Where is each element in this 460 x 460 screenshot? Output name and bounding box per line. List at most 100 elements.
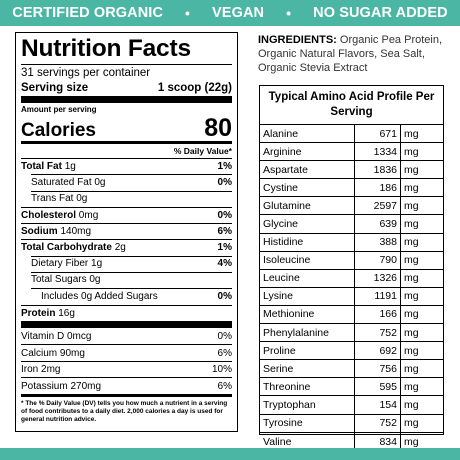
- amino-unit: mg: [404, 199, 419, 212]
- amino-row: Threonine 595 mg: [260, 378, 443, 397]
- nutrient-row-total-carbohydrate: Total Carbohydrate 2g 1%: [21, 239, 232, 255]
- amino-value: 1326: [355, 269, 401, 287]
- amino-row: Glutamine 2597 mg: [260, 197, 443, 216]
- amino-row: Proline 692 mg: [260, 342, 443, 361]
- servings-per-container: 31 servings per container: [21, 67, 151, 79]
- amino-name: Glutamine: [260, 197, 355, 215]
- nutrient-row-dietary-fiber: Dietary Fiber 1g 4%: [21, 255, 232, 272]
- amino-value: 186: [355, 179, 401, 197]
- nutrient-label: Total Carbohydrate: [21, 242, 112, 254]
- amino-unit: mg: [404, 398, 419, 411]
- amino-name: Tyrosine: [260, 414, 355, 432]
- amino-row: Lysine 1191 mg: [260, 287, 443, 306]
- amino-row: Glycine 639 mg: [260, 215, 443, 234]
- nutrient-amount: 0mg: [78, 209, 99, 221]
- claims-banner: CERTIFIED ORGANIC • VEGAN • NO SUGAR ADD…: [0, 0, 460, 26]
- nutrient-pct: 6%: [217, 226, 232, 238]
- nutrient-pct: 1%: [217, 160, 232, 172]
- vitamin-pct: 0%: [217, 330, 232, 342]
- amino-value: 692: [355, 342, 401, 360]
- amino-name: Threonine: [260, 378, 355, 396]
- amino-value: 790: [355, 251, 401, 269]
- amino-unit: mg: [404, 380, 419, 393]
- amino-value: 834: [355, 432, 401, 451]
- ingredients-block: INGREDIENTS: Organic Pea Protein, Organi…: [258, 33, 454, 75]
- amino-name: Isoleucine: [260, 251, 355, 269]
- ingredients-label: INGREDIENTS:: [258, 34, 337, 46]
- amino-value: 388: [355, 233, 401, 251]
- vitamin-label: Potassium 270mg: [21, 380, 102, 392]
- vitamin-row-iron: Iron 2mg 10%: [21, 360, 232, 378]
- amino-name: Histidine: [260, 233, 355, 251]
- amino-name: Aspartate: [260, 161, 355, 179]
- amino-row: Tyrosine 752 mg: [260, 414, 443, 433]
- serving-size-row: Serving size 1 scoop (22g): [21, 80, 232, 96]
- nutrient-amount: 1g: [64, 160, 76, 172]
- vitamin-label: Calcium 90mg: [21, 347, 85, 359]
- nutrient-label: Cholesterol: [21, 209, 77, 221]
- vitamin-label: Vitamin D 0mcg: [21, 330, 92, 342]
- amino-value: 639: [355, 215, 401, 233]
- amino-row: Leucine 1326 mg: [260, 269, 443, 288]
- amino-name: Tryptophan: [260, 396, 355, 414]
- amino-value: 752: [355, 324, 401, 342]
- amino-name: Lysine: [260, 287, 355, 305]
- nutrient-label: Dietary Fiber: [31, 258, 89, 270]
- amino-name: Methionine: [260, 305, 355, 324]
- amino-value: 1334: [355, 143, 401, 161]
- divider: [21, 64, 232, 65]
- amino-row: Aspartate 1836 mg: [260, 161, 443, 180]
- nutrition-facts-panel: Nutrition Facts 31 servings per containe…: [15, 32, 238, 432]
- nutrient-pct: 1%: [217, 242, 232, 254]
- amino-row: Serine 756 mg: [260, 360, 443, 379]
- amino-name: Arginine: [260, 143, 355, 161]
- amino-unit: mg: [404, 362, 419, 375]
- amino-unit: mg: [404, 290, 419, 303]
- nutrient-pct: 0%: [217, 176, 232, 188]
- amino-acid-table: Typical Amino Acid Profile Per Serving A…: [259, 85, 444, 451]
- amino-value: 154: [355, 396, 401, 414]
- amino-table-title: Typical Amino Acid Profile Per Serving: [260, 86, 443, 125]
- nutrient-amount: 16g: [58, 307, 75, 319]
- amino-value: 2597: [355, 197, 401, 215]
- claim-organic: CERTIFIED ORGANIC: [12, 5, 164, 21]
- amino-unit: mg: [404, 308, 419, 321]
- nutrient-pct: 0%: [217, 290, 232, 302]
- nutrient-label: Trans Fat: [31, 192, 74, 204]
- nutrient-label: Total Sugars: [31, 274, 87, 286]
- vitamin-pct: 10%: [211, 364, 232, 376]
- daily-value-header: % Daily Value*: [173, 146, 232, 156]
- bottom-accent-bar: [0, 448, 460, 460]
- amino-row: Cystine 186 mg: [260, 179, 443, 198]
- amino-name: Cystine: [260, 179, 355, 197]
- amino-value: 756: [355, 360, 401, 378]
- nutrient-row-sodium: Sodium 140mg 6%: [21, 223, 232, 239]
- amino-unit: mg: [404, 145, 419, 158]
- amino-value: 752: [355, 414, 401, 432]
- amino-unit: mg: [404, 326, 419, 339]
- serving-size-value: 1 scoop (22g): [157, 82, 232, 94]
- amino-unit: mg: [404, 181, 419, 194]
- amino-unit: mg: [404, 254, 419, 267]
- divider-thick: [21, 320, 232, 328]
- nutrient-amount: 0g: [89, 274, 101, 286]
- amino-unit: mg: [404, 218, 419, 231]
- vitamin-label: Iron 2mg: [21, 364, 61, 376]
- nutrient-row-added-sugars: Includes 0g Added Sugars 0%: [21, 288, 232, 304]
- nutrient-amount: 0g: [76, 192, 88, 204]
- calories-value: 80: [204, 114, 232, 142]
- amino-unit: mg: [404, 236, 419, 249]
- nutrient-row-trans-fat: Trans Fat 0g: [21, 190, 232, 207]
- amino-row: Methionine 166 mg: [260, 305, 443, 325]
- amount-per-serving: Amount per serving: [21, 105, 97, 114]
- amino-row: Tryptophan 154 mg: [260, 396, 443, 415]
- nutrient-label: Includes 0g Added Sugars: [41, 290, 158, 302]
- nutrient-amount: 0g: [94, 176, 106, 188]
- nutrient-row-protein: Protein 16g: [21, 304, 232, 321]
- vitamin-pct: 6%: [217, 347, 232, 359]
- vitamin-pct: 6%: [217, 380, 232, 392]
- amino-name: Serine: [260, 360, 355, 378]
- amino-unit: mg: [404, 127, 419, 140]
- amino-unit: mg: [404, 344, 419, 357]
- separator-dot: •: [286, 5, 292, 21]
